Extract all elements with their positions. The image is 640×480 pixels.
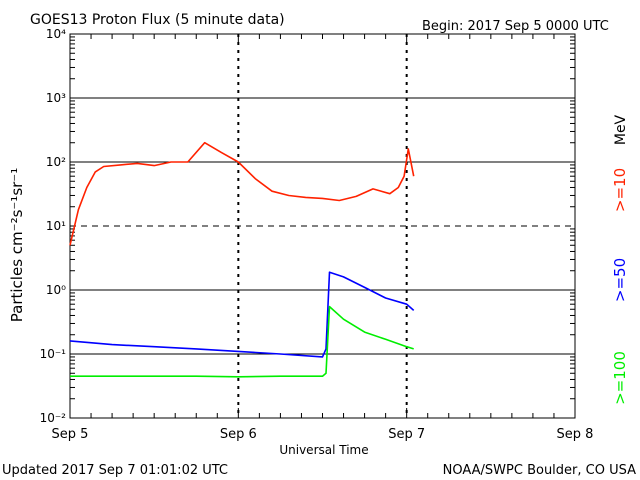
begin-date: Begin: 2017 Sep 5 0000 UTC — [422, 19, 609, 34]
y-tick-label: 10¹ — [46, 219, 66, 233]
x-tick-labels: Sep 5 Sep 6 Sep 7 Sep 8 — [52, 427, 594, 442]
x-tick-label: Sep 6 — [220, 427, 257, 442]
grid-lines — [69, 34, 576, 418]
y-tick-label: 10⁰ — [46, 283, 66, 297]
y-tick-label: 10⁴ — [46, 27, 66, 41]
legend: MeV >=10 >=50 >=100 — [611, 114, 629, 404]
x-axis-label: Universal Time — [279, 443, 368, 457]
series-10mev-line — [69, 141, 415, 246]
x-tick-label: Sep 5 — [52, 427, 89, 442]
y-tick-label: 10³ — [46, 91, 66, 105]
y-tick-label: 10² — [46, 155, 66, 169]
chart-title: GOES13 Proton Flux (5 minute data) — [30, 12, 285, 28]
series-100mev-line — [70, 305, 414, 378]
x-tick-label: Sep 8 — [557, 427, 594, 442]
credit-line: NOAA/SWPC Boulder, CO USA — [443, 463, 636, 478]
legend-units-label: MeV — [613, 114, 629, 145]
series-layer — [69, 141, 415, 378]
legend-entry-100mev: >=100 — [611, 351, 629, 405]
updated-timestamp: Updated 2017 Sep 7 01:01:02 UTC — [2, 463, 228, 478]
series-50mev-line — [69, 271, 415, 358]
y-tick-label: 10⁻¹ — [40, 347, 67, 361]
legend-entry-50mev: >=50 — [611, 258, 629, 302]
legend-entry-10mev: >=10 — [611, 168, 629, 212]
y-tick-labels: 10⁻² 10⁻¹ 10⁰ 10¹ 10² 10³ 10⁴ — [40, 27, 67, 425]
y-tick-label: 10⁻² — [40, 411, 67, 425]
x-tick-label: Sep 7 — [388, 427, 425, 442]
y-axis-label: Particles cm⁻²s⁻¹sr⁻¹ — [8, 168, 26, 322]
